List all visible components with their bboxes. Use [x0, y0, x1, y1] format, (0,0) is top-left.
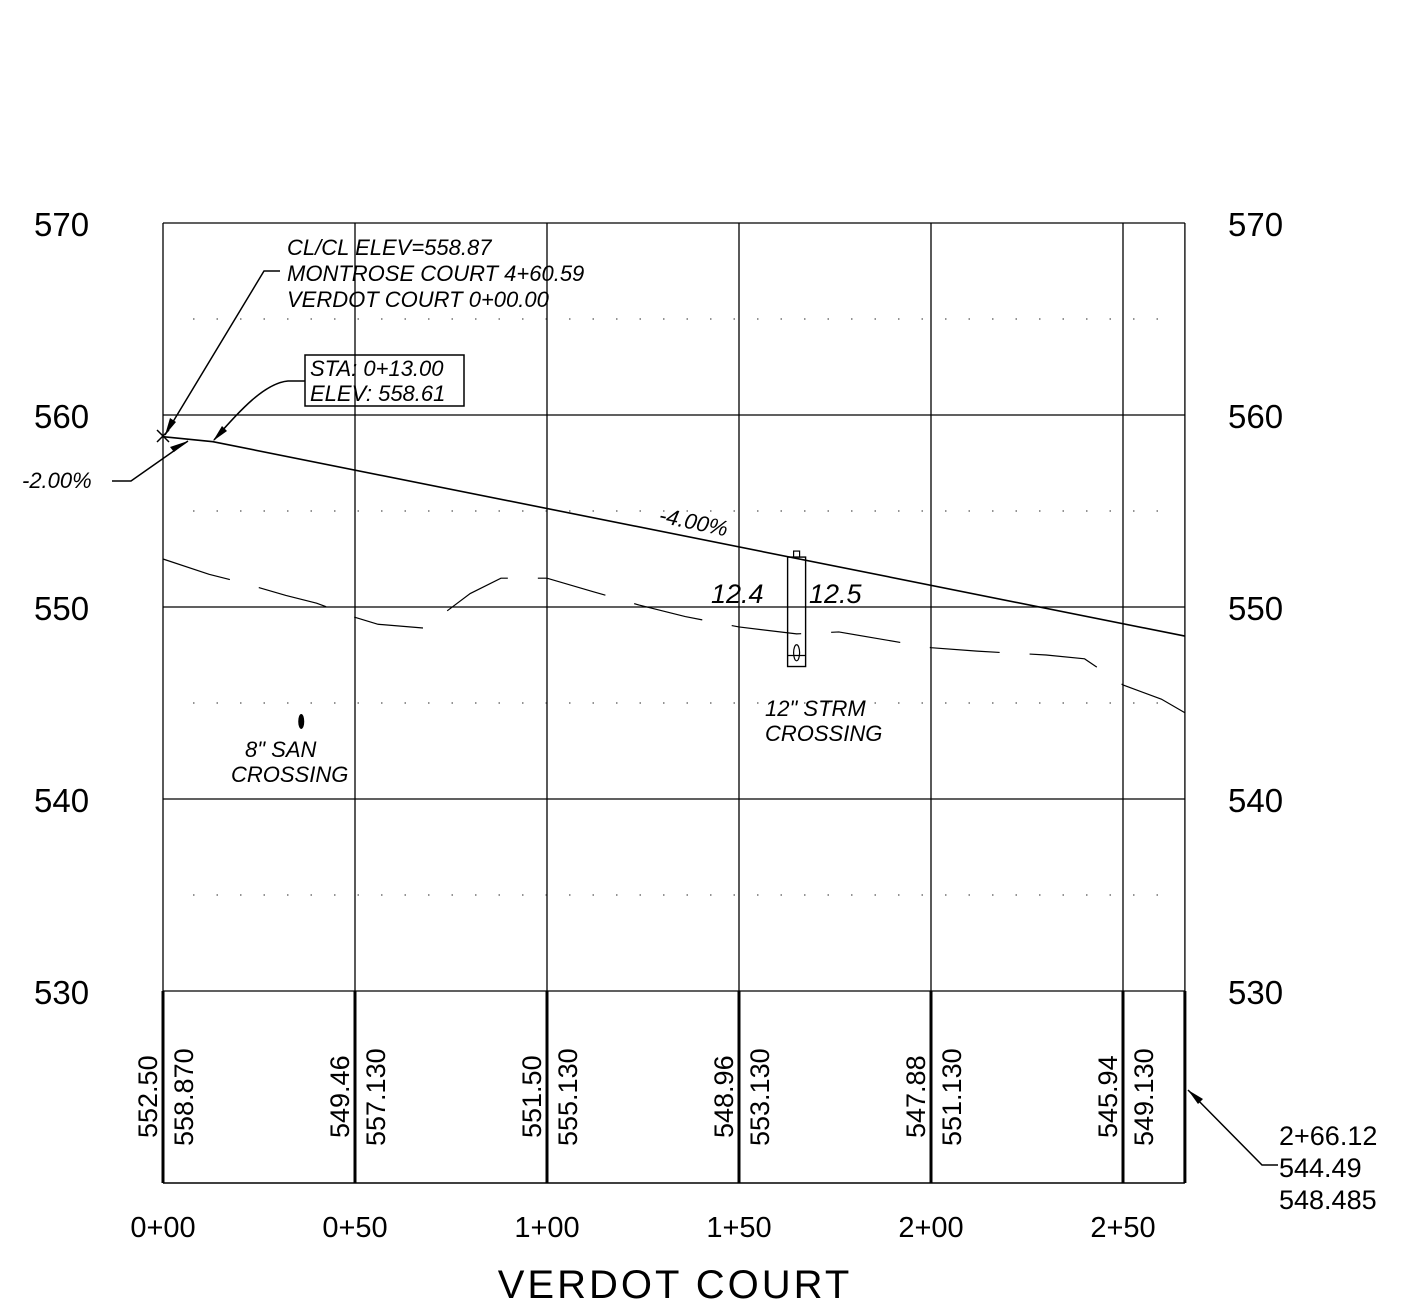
elevation-axis-left: 570 560 550 540 530 — [34, 206, 89, 1011]
station-box-elevation: ELEV: 558.61 — [310, 381, 445, 406]
elevation-label: 560 — [34, 398, 89, 435]
elevation-label: 550 — [1228, 590, 1283, 627]
station-label: 0+50 — [322, 1212, 387, 1244]
clcl-montrose-text: MONTROSE COURT 4+60.59 — [287, 261, 584, 286]
intersection-x-icon — [156, 429, 170, 443]
elevation-label: 540 — [1228, 782, 1283, 819]
proposed-elevation: 553.130 — [745, 1048, 775, 1146]
cover-right-text: 12.5 — [809, 579, 863, 609]
station-label: 2+50 — [1090, 1212, 1155, 1244]
existing-ground-line — [162, 558, 1186, 714]
elevation-table-values: 552.50 558.870 549.46 557.130 551.50 555… — [133, 1048, 1159, 1146]
proposed-elevation: 551.130 — [937, 1048, 967, 1146]
elevation-axis-right: 570 560 550 540 530 — [1228, 206, 1283, 1011]
existing-elevation: 551.50 — [517, 1055, 547, 1138]
start-grade-annotation: -2.00% — [22, 440, 189, 493]
elevation-label: 530 — [1228, 974, 1283, 1011]
elevation-label: 530 — [34, 974, 89, 1011]
elevation-label: 570 — [34, 206, 89, 243]
profile-title: VERDOT COURT — [498, 1263, 853, 1307]
arrowhead-icon — [170, 441, 188, 452]
station-elevation-box: STA: 0+13.00 ELEV: 558.61 — [213, 354, 465, 441]
elevation-label: 560 — [1228, 398, 1283, 435]
proposed-elevation: 558.870 — [169, 1048, 199, 1146]
existing-elevation: 547.88 — [901, 1055, 931, 1138]
clcl-elevation-text: CL/CL ELEV=558.87 — [287, 235, 492, 260]
existing-elevation: 549.46 — [325, 1055, 355, 1138]
clcl-annotation: CL/CL ELEV=558.87 MONTROSE COURT 4+60.59… — [156, 235, 584, 443]
station-label: 1+00 — [514, 1212, 579, 1244]
station-label: 0+00 — [130, 1212, 195, 1244]
storm-structure — [786, 556, 807, 668]
arrowhead-icon — [1188, 1090, 1203, 1104]
storm-crossing-label: CROSSING — [765, 721, 882, 746]
clcl-verdot-text: VERDOT COURT 0+00.00 — [287, 287, 550, 312]
main-grade-text: -4.00% — [657, 502, 730, 541]
start-grade-leader — [112, 440, 189, 482]
station-label: 1+50 — [706, 1212, 771, 1244]
station-box-station: STA: 0+13.00 — [310, 356, 444, 381]
end-station: 2+66.12 — [1279, 1121, 1377, 1151]
end-callout-leader — [1187, 1089, 1278, 1166]
elevation-table — [161, 991, 1187, 1184]
proposed-elevation: 555.130 — [553, 1048, 583, 1146]
proposed-elevation: 549.130 — [1129, 1048, 1159, 1146]
sanitary-crossing-label: CROSSING — [231, 762, 348, 787]
existing-elevation: 548.96 — [709, 1055, 739, 1138]
clcl-leader — [164, 270, 280, 436]
storm-crossing-label: 12" STRM — [765, 696, 866, 721]
storm-pipe-icon — [792, 644, 801, 662]
elevation-label: 540 — [34, 782, 89, 819]
elevation-label: 550 — [34, 590, 89, 627]
sanitary-pipe-icon — [298, 713, 305, 729]
sanitary-crossing-label: 8" SAN — [245, 737, 317, 762]
end-callout: 2+66.12 544.49 548.485 — [1187, 1089, 1377, 1215]
station-label: 2+00 — [898, 1212, 963, 1244]
storm-structure-cap — [792, 550, 801, 558]
cover-left-text: 12.4 — [711, 579, 764, 609]
station-axis: 0+00 0+50 1+00 1+50 2+00 2+50 — [130, 1212, 1155, 1244]
profile-lines — [162, 435, 1186, 729]
end-existing-elevation: 544.49 — [1279, 1153, 1362, 1183]
end-proposed-elevation: 548.485 — [1279, 1185, 1377, 1215]
existing-elevation: 552.50 — [133, 1055, 163, 1138]
proposed-elevation: 557.130 — [361, 1048, 391, 1146]
station-box-leader — [213, 380, 305, 441]
arrowhead-icon — [213, 426, 227, 441]
existing-elevation: 545.94 — [1093, 1055, 1123, 1138]
start-grade-text: -2.00% — [22, 468, 92, 493]
profile-grid — [162, 222, 1186, 992]
proposed-grade-line — [162, 435, 1186, 637]
elevation-label: 570 — [1228, 206, 1283, 243]
